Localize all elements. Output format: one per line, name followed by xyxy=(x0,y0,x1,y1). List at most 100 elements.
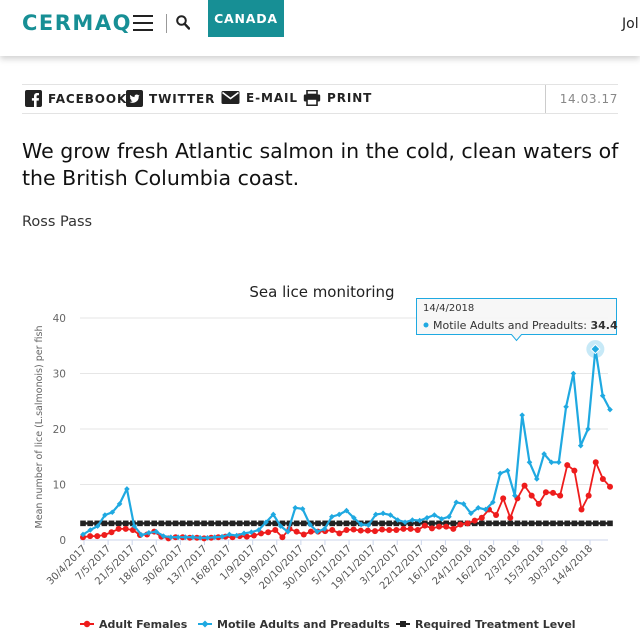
data-point xyxy=(450,520,457,527)
chart-gridlines xyxy=(80,317,608,541)
data-point xyxy=(329,513,335,520)
chart-title: Sea lice monitoring xyxy=(249,283,394,301)
data-point xyxy=(144,520,150,527)
data-point xyxy=(535,500,542,507)
share-twitter-button[interactable]: TWITTER xyxy=(126,90,215,107)
share-facebook-label: FACEBOOK xyxy=(48,91,128,106)
legend-marker xyxy=(83,620,91,628)
data-point xyxy=(407,525,414,532)
data-point xyxy=(108,529,115,536)
data-point xyxy=(179,520,186,527)
y-tick-label: 10 xyxy=(53,480,66,492)
data-point xyxy=(137,520,143,527)
data-point xyxy=(248,529,255,536)
data-point xyxy=(460,501,467,507)
jobs-nav-link[interactable]: Jol xyxy=(622,16,639,32)
print-button[interactable]: PRINT xyxy=(303,90,372,106)
data-point xyxy=(250,532,257,539)
data-point xyxy=(94,520,101,527)
data-point xyxy=(194,520,200,527)
data-point xyxy=(321,526,328,532)
data-point xyxy=(607,520,613,527)
sea-lice-chart: Sea lice monitoring 0 10 20 30 40 Mean numbe… xyxy=(34,283,618,631)
data-point xyxy=(263,519,269,526)
region-canada-button[interactable]: CANADA xyxy=(208,0,284,37)
data-point xyxy=(393,527,400,534)
data-point xyxy=(416,517,423,524)
data-point xyxy=(550,489,557,496)
data-point xyxy=(350,520,357,527)
data-point xyxy=(187,520,193,527)
data-point xyxy=(365,522,372,528)
data-point xyxy=(153,528,159,535)
legend-item[interactable]: Required Treatment Level xyxy=(396,618,576,631)
data-point xyxy=(357,527,364,534)
data-point xyxy=(541,451,547,457)
share-facebook-button[interactable]: FACEBOOK xyxy=(25,90,127,107)
share-email-button[interactable]: E-MAIL xyxy=(221,90,298,105)
twitter-icon xyxy=(126,90,143,107)
data-point xyxy=(211,534,218,541)
tooltip-series: Motile Adults and Preadults: 34.4 xyxy=(433,319,618,332)
data-point xyxy=(563,404,569,410)
data-point xyxy=(387,512,394,518)
chart-legend[interactable]: Adult Females Motile Adults and Preadults… xyxy=(80,618,576,631)
facebook-icon xyxy=(25,90,42,107)
data-point xyxy=(607,406,613,413)
hamburger-menu-icon[interactable] xyxy=(133,15,153,31)
x-axis-ticks: 30/4/20177/5/201721/5/201718/6/201730/6/… xyxy=(45,540,595,592)
share-twitter-label: TWITTER xyxy=(149,91,216,106)
data-point xyxy=(555,459,562,466)
y-tick-label: 40 xyxy=(53,313,66,325)
data-point xyxy=(279,534,286,541)
data-point xyxy=(571,520,578,527)
tooltip-bullet xyxy=(423,322,429,328)
data-point xyxy=(550,520,556,527)
data-point xyxy=(450,525,457,532)
cermaq-logo[interactable]: CERMAQ xyxy=(22,11,132,35)
data-point xyxy=(270,511,277,518)
data-point xyxy=(293,528,300,535)
legend-label: Motile Adults and Preadults xyxy=(217,618,390,631)
data-point xyxy=(265,520,271,527)
data-point xyxy=(599,475,606,482)
data-point xyxy=(446,513,452,520)
legend-item[interactable]: Adult Females xyxy=(80,618,188,631)
data-point xyxy=(414,527,421,534)
legend-item[interactable]: Motile Adults and Preadults xyxy=(198,618,390,631)
data-point xyxy=(571,467,578,474)
data-point xyxy=(343,520,350,527)
data-point xyxy=(372,511,379,518)
header-divider xyxy=(166,14,167,33)
data-point xyxy=(272,520,279,527)
search-icon[interactable] xyxy=(176,15,191,34)
data-point xyxy=(436,523,443,530)
data-point xyxy=(124,486,130,492)
data-point xyxy=(265,529,272,536)
data-point xyxy=(475,505,482,511)
data-point xyxy=(115,525,122,532)
data-point xyxy=(379,526,386,533)
data-point xyxy=(564,520,571,527)
data-point xyxy=(402,519,408,526)
data-point xyxy=(172,520,179,527)
data-point xyxy=(364,527,371,534)
data-point xyxy=(443,523,450,530)
data-point xyxy=(314,528,321,535)
data-point xyxy=(87,527,94,533)
data-point xyxy=(146,529,152,536)
tooltip-value: 34.4 xyxy=(590,319,617,332)
data-point xyxy=(535,520,542,527)
data-point xyxy=(592,520,599,527)
data-point xyxy=(468,510,474,517)
share-bar: FACEBOOK TWITTER E-MAIL PRINT 14.03.17 xyxy=(22,84,618,114)
data-point xyxy=(400,525,407,532)
data-point xyxy=(315,520,321,527)
data-point xyxy=(219,533,225,540)
data-point xyxy=(507,514,514,521)
data-point xyxy=(251,520,257,527)
data-point xyxy=(258,520,264,527)
data-point xyxy=(557,520,563,527)
data-point xyxy=(208,520,214,527)
data-point xyxy=(168,534,174,541)
